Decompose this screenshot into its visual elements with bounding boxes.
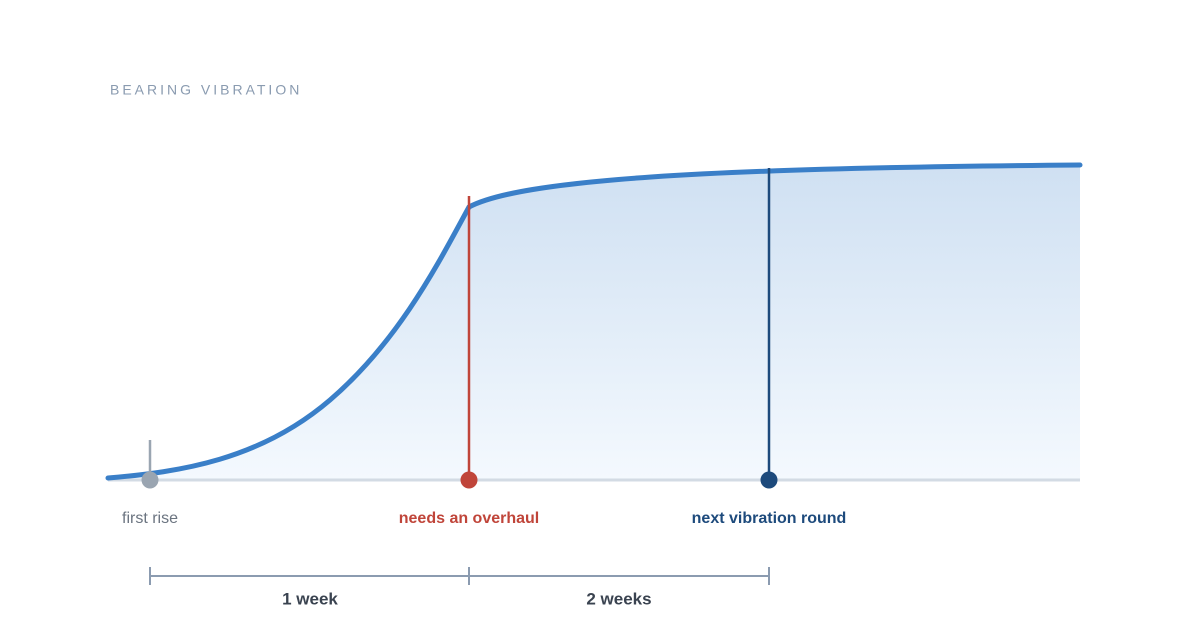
marker-dot xyxy=(141,471,159,489)
marker-label: needs an overhaul xyxy=(399,510,540,527)
marker-label: next vibration round xyxy=(692,510,847,527)
marker-dot xyxy=(460,471,478,489)
diagram-title: BEARING VIBRATION xyxy=(110,82,302,98)
span-label: 1 week xyxy=(282,589,338,608)
marker-label: first rise xyxy=(122,510,178,527)
vibration-curve xyxy=(105,162,1083,481)
span-bracket xyxy=(149,567,770,585)
span-label: 2 weeks xyxy=(586,589,651,608)
area xyxy=(108,165,1080,480)
marker-dot xyxy=(760,471,778,489)
